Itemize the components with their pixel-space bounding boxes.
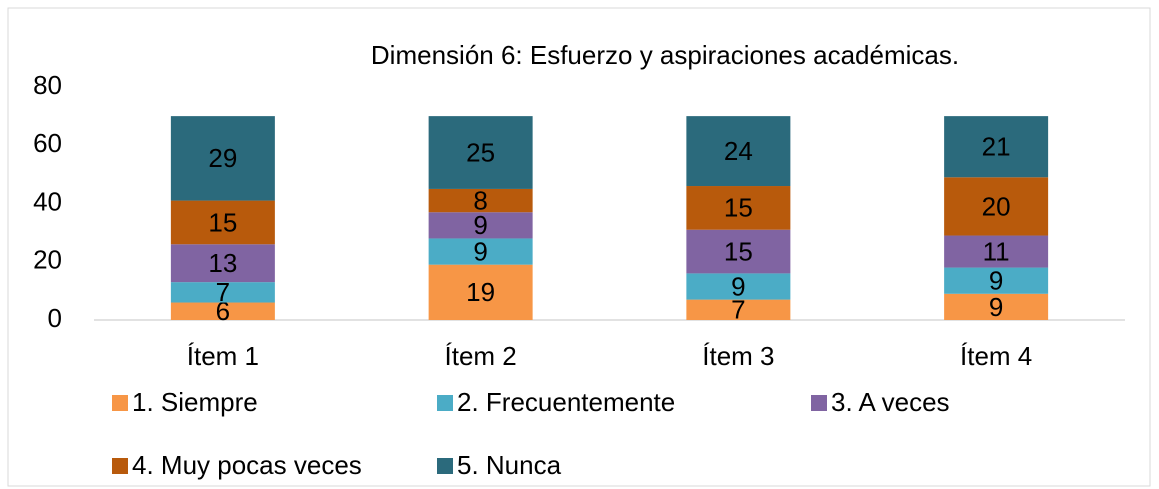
bar-segment	[170, 116, 275, 201]
data-label: 15	[724, 193, 753, 223]
y-tick-label: 40	[33, 186, 62, 216]
data-label: 7	[216, 277, 230, 307]
legend-label: 5. Nunca	[457, 450, 562, 480]
x-tick-label: Ítem 2	[445, 341, 517, 371]
bar-segment	[686, 229, 791, 274]
data-label: 9	[473, 210, 487, 240]
bar-segment	[170, 282, 275, 303]
x-tick-label: Ítem 3	[702, 341, 774, 371]
chart-title: Dimensión 6: Esfuerzo y aspiraciones aca…	[371, 40, 959, 70]
legend-swatch	[112, 458, 128, 474]
bar-segment	[944, 116, 1049, 178]
data-label: 11	[983, 236, 1010, 266]
data-label: 29	[208, 143, 237, 173]
y-tick-label: 60	[33, 128, 62, 158]
bar-segment	[944, 235, 1049, 268]
x-tick-label: Ítem 1	[187, 341, 259, 371]
data-label: 19	[466, 277, 495, 307]
bar-segment	[170, 302, 275, 320]
y-tick-label: 20	[33, 245, 62, 275]
data-label: 21	[982, 132, 1011, 162]
bar-segment	[686, 186, 791, 230]
data-label: 9	[731, 271, 745, 301]
legend-label: 1. Siempre	[132, 387, 258, 417]
legend-label: 4. Muy pocas veces	[132, 450, 362, 480]
bar-segment	[428, 238, 533, 265]
bar-segment	[944, 293, 1049, 320]
bar-segment	[686, 299, 791, 320]
bar-segment	[944, 267, 1049, 294]
legend-swatch	[437, 395, 453, 411]
bar-segment	[686, 273, 791, 300]
bar-segment	[428, 212, 533, 239]
x-tick-label: Ítem 4	[960, 341, 1032, 371]
data-label: 9	[989, 292, 1003, 322]
bar-segment	[428, 116, 533, 189]
bar-segment	[686, 116, 791, 187]
data-label: 6	[216, 296, 230, 326]
bar-segment	[170, 244, 275, 283]
data-label: 8	[473, 185, 487, 215]
data-label: 7	[731, 295, 745, 325]
legend-swatch	[437, 458, 453, 474]
bar-segment	[428, 264, 533, 320]
data-label: 9	[473, 236, 487, 266]
legend-label: 2. Frecuentemente	[457, 387, 675, 417]
bar-segment	[944, 177, 1049, 236]
y-tick-label: 0	[48, 303, 62, 333]
data-label: 24	[724, 136, 753, 166]
data-label: 15	[724, 236, 753, 266]
bar-segment	[428, 188, 533, 213]
legend-swatch	[112, 395, 128, 411]
data-label: 20	[982, 191, 1011, 221]
data-label: 25	[466, 137, 495, 167]
legend-label: 3. A veces	[831, 387, 950, 417]
data-label: 9	[989, 266, 1003, 296]
bar-segment	[170, 200, 275, 245]
legend-swatch	[811, 395, 827, 411]
y-tick-label: 80	[33, 70, 62, 100]
data-label: 13	[208, 248, 237, 278]
data-label: 15	[208, 207, 237, 237]
